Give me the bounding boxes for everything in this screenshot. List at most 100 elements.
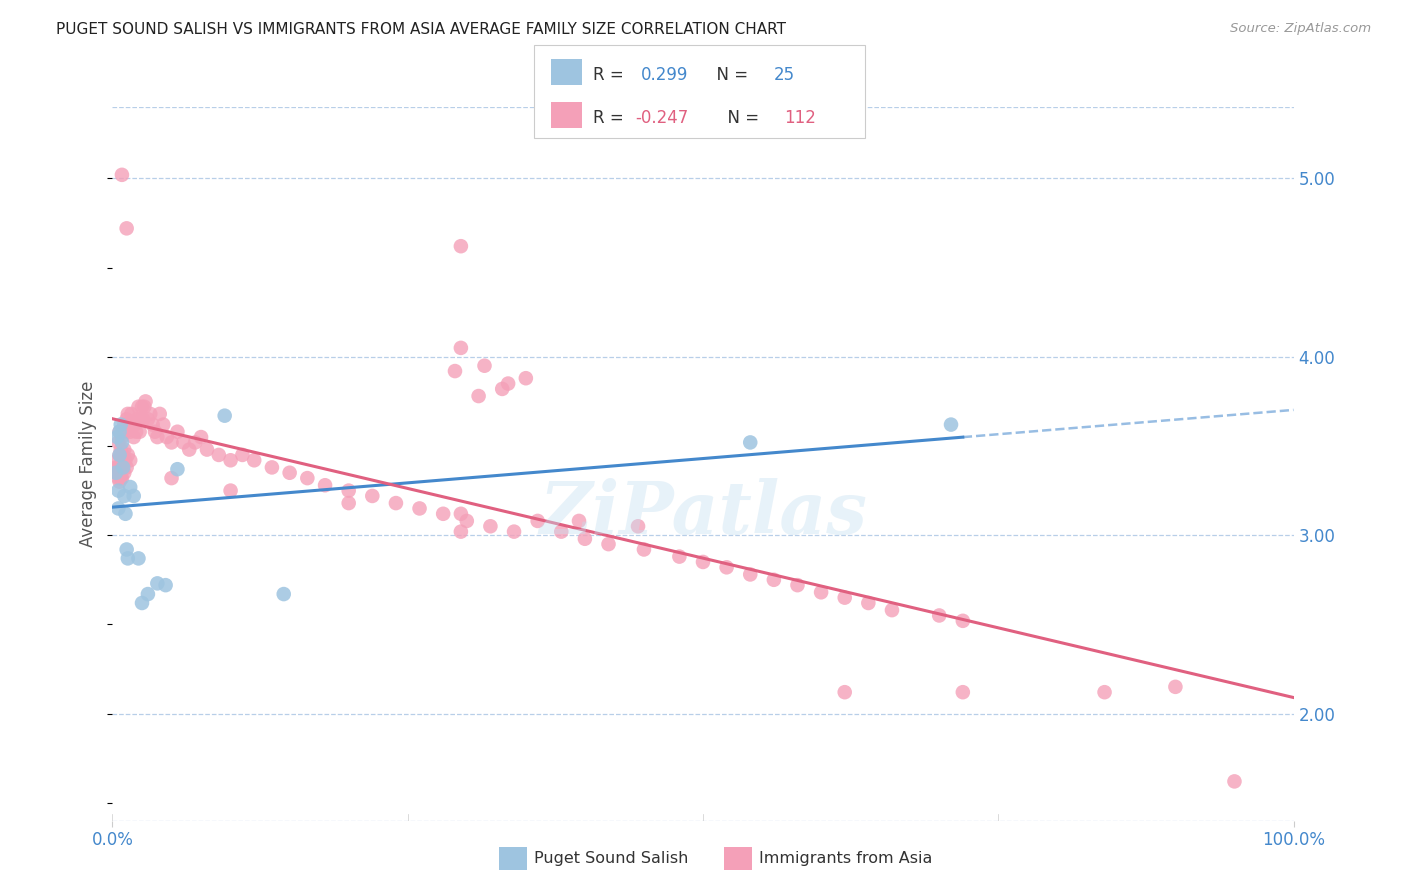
- Point: [117, 448, 139, 462]
- Point: [105, 466, 128, 480]
- Point: [160, 471, 183, 485]
- Point: [127, 551, 149, 566]
- Point: [136, 587, 159, 601]
- Point: [633, 542, 655, 557]
- Point: [120, 480, 142, 494]
- Point: [574, 532, 596, 546]
- Point: [260, 460, 283, 475]
- Point: [208, 448, 231, 462]
- Point: [450, 239, 472, 253]
- Point: [160, 435, 183, 450]
- Point: [107, 471, 129, 485]
- Text: ZiPatlas: ZiPatlas: [538, 478, 868, 549]
- Point: [146, 576, 169, 591]
- Point: [432, 507, 454, 521]
- Point: [114, 425, 136, 439]
- Point: [108, 425, 131, 439]
- Point: [117, 407, 139, 421]
- Point: [550, 524, 572, 539]
- Point: [128, 425, 150, 439]
- Point: [1164, 680, 1187, 694]
- Point: [112, 442, 135, 457]
- Point: [219, 453, 242, 467]
- Point: [108, 448, 131, 462]
- Point: [166, 462, 188, 476]
- Point: [112, 417, 135, 432]
- Point: [108, 475, 131, 489]
- Point: [152, 417, 174, 432]
- Point: [156, 430, 179, 444]
- Point: [214, 409, 236, 423]
- Point: [526, 514, 548, 528]
- Point: [834, 591, 856, 605]
- Point: [219, 483, 242, 498]
- Point: [110, 471, 132, 485]
- Point: [568, 514, 591, 528]
- Point: [111, 453, 134, 467]
- Point: [297, 471, 319, 485]
- Point: [131, 596, 153, 610]
- Point: [450, 341, 472, 355]
- Point: [337, 483, 360, 498]
- Point: [479, 519, 502, 533]
- Point: [172, 435, 194, 450]
- Point: [474, 359, 496, 373]
- Point: [108, 425, 131, 439]
- Point: [880, 603, 903, 617]
- Point: [118, 417, 141, 432]
- Point: [110, 460, 132, 475]
- Point: [105, 460, 128, 475]
- Point: [125, 425, 148, 439]
- Point: [139, 407, 162, 421]
- Point: [105, 453, 128, 467]
- Point: [110, 417, 132, 432]
- Text: R =: R =: [593, 109, 630, 127]
- Text: N =: N =: [717, 109, 765, 127]
- Point: [120, 407, 142, 421]
- Point: [111, 435, 134, 450]
- Point: [786, 578, 808, 592]
- Point: [179, 442, 201, 457]
- Point: [124, 417, 146, 432]
- Point: [114, 507, 136, 521]
- Point: [834, 685, 856, 699]
- Point: [117, 551, 139, 566]
- Point: [146, 430, 169, 444]
- Point: [408, 501, 430, 516]
- Text: R =: R =: [593, 66, 630, 84]
- Point: [115, 412, 138, 426]
- Point: [114, 453, 136, 467]
- Text: Source: ZipAtlas.com: Source: ZipAtlas.com: [1230, 22, 1371, 36]
- Point: [716, 560, 738, 574]
- Point: [361, 489, 384, 503]
- Point: [952, 614, 974, 628]
- Point: [496, 376, 519, 391]
- Text: PUGET SOUND SALISH VS IMMIGRANTS FROM ASIA AVERAGE FAMILY SIZE CORRELATION CHART: PUGET SOUND SALISH VS IMMIGRANTS FROM AS…: [56, 22, 786, 37]
- Point: [243, 453, 266, 467]
- Point: [131, 400, 153, 414]
- Point: [314, 478, 336, 492]
- Point: [858, 596, 880, 610]
- Point: [120, 425, 142, 439]
- Point: [627, 519, 650, 533]
- Point: [1223, 774, 1246, 789]
- Point: [112, 460, 135, 475]
- Point: [107, 460, 129, 475]
- Point: [105, 430, 128, 444]
- Point: [115, 542, 138, 557]
- Point: [112, 448, 135, 462]
- Point: [105, 466, 128, 480]
- Point: [142, 417, 165, 432]
- Point: [134, 400, 156, 414]
- Point: [952, 685, 974, 699]
- Point: [1094, 685, 1116, 699]
- Point: [132, 412, 155, 426]
- Point: [107, 483, 129, 498]
- Point: [598, 537, 620, 551]
- Point: [166, 425, 188, 439]
- Y-axis label: Average Family Size: Average Family Size: [79, 381, 97, 547]
- Point: [111, 168, 134, 182]
- Point: [127, 412, 149, 426]
- Text: 112: 112: [785, 109, 817, 127]
- Point: [190, 430, 212, 444]
